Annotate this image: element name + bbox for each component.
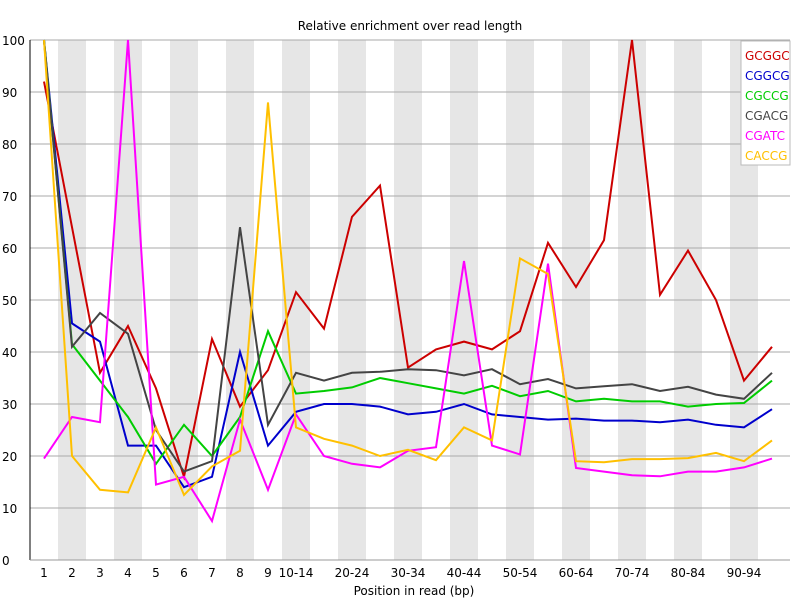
x-axis-label: Position in read (bp) (354, 584, 475, 598)
legend-entry-cgatc: CGATC (745, 129, 785, 143)
legend: GCGGC CGGCG CGCCG CGACG CGATC CACCG (740, 40, 791, 166)
x-tick-label: 6 (180, 566, 188, 580)
x-tick-label: 20-24 (335, 566, 370, 580)
x-tick-label: 80-84 (671, 566, 706, 580)
y-tick-label: 70 (2, 190, 17, 204)
x-tick-label: 7 (208, 566, 216, 580)
gridlines (30, 39, 790, 509)
legend-box (740, 40, 791, 166)
y-tick-label: 50 (2, 294, 17, 308)
y-tick-label: 40 (2, 346, 17, 360)
x-tick-label: 70-74 (615, 566, 650, 580)
legend-entry-cgccg: CGCCG (745, 89, 789, 103)
legend-entry-cggcg: CGGCG (745, 69, 790, 83)
x-tick-label: 8 (236, 566, 244, 580)
x-tick-label: 10-14 (279, 566, 314, 580)
chart-title: Relative enrichment over read length (298, 19, 523, 33)
y-tick-label: 60 (2, 242, 17, 256)
y-tick-label: 0 (2, 554, 10, 568)
x-tick-label: 9 (264, 566, 272, 580)
legend-entry-caccg: CACCG (745, 149, 787, 163)
x-tick-label: 40-44 (447, 566, 482, 580)
legend-entry-cgacg: CGACG (745, 109, 788, 123)
x-tick-label: 90-94 (727, 566, 762, 580)
x-tick-labels: 1 2 3 4 5 6 7 8 9 10-14 20-24 30-34 40-44 50-54 60-64 7… (40, 566, 761, 580)
y-tick-label: 100 (2, 34, 25, 48)
series-line-caccg (43, 39, 773, 497)
x-tick-label: 60-64 (559, 566, 594, 580)
series-line-cggcg (43, 39, 773, 489)
y-tick-labels: 0 10 20 30 40 50 60 70 80 90 100 (2, 34, 25, 568)
y-tick-label: 30 (2, 398, 17, 412)
y-tick-label: 90 (2, 86, 17, 100)
x-tick-label: 5 (152, 566, 160, 580)
x-tick-label: 1 (40, 566, 48, 580)
data-series-lines (43, 39, 773, 524)
x-tick-label: 2 (68, 566, 76, 580)
y-tick-label: 20 (2, 450, 17, 464)
series-line-gcggc (43, 39, 773, 481)
series-line-cgacg (43, 39, 773, 473)
x-tick-label: 3 (96, 566, 104, 580)
axes (29, 40, 790, 561)
y-tick-label: 80 (2, 138, 17, 152)
y-tick-label: 10 (2, 502, 17, 516)
x-tick-label: 50-54 (503, 566, 538, 580)
x-tick-label: 4 (124, 566, 132, 580)
legend-entry-gcggc: GCGGC (745, 49, 790, 63)
x-tick-label: 30-34 (391, 566, 426, 580)
